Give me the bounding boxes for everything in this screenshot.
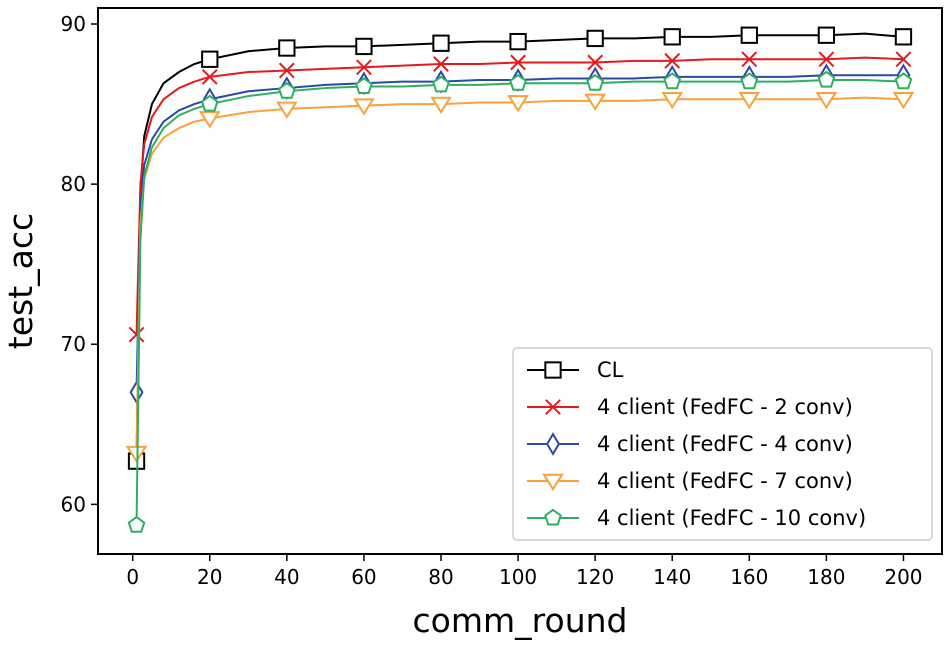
data-point-marker: [509, 73, 527, 91]
data-point-marker: [815, 91, 838, 110]
data-point-marker: [355, 77, 373, 95]
data-point-marker: [817, 26, 836, 44]
data-point-marker: [353, 98, 375, 116]
data-point-marker: [663, 72, 682, 90]
series-line: [135, 56, 904, 335]
y-tick-label: 70: [61, 332, 86, 356]
legend-label: 4 client (FedFC - 10 conv): [597, 506, 866, 530]
y-tick-label: 90: [61, 12, 86, 36]
y-tick-label: 80: [61, 172, 86, 196]
legend-item: 4 client (FedFC - 7 conv): [527, 469, 853, 493]
legend-item: 4 client (FedFC - 2 conv): [527, 395, 853, 419]
data-point-marker: [278, 39, 296, 57]
data-point-marker: [356, 59, 372, 76]
series-layer: [125, 26, 915, 533]
data-point-marker: [741, 51, 758, 68]
series-2: [128, 51, 912, 343]
data-point-marker: [201, 50, 219, 68]
data-point-marker: [128, 326, 145, 343]
data-point-marker: [201, 68, 218, 85]
legend-box: [512, 347, 933, 541]
axes-frame: [97, 7, 943, 555]
x-tick-label: 40: [274, 565, 299, 589]
legend-label: 4 client (FedFC - 2 conv): [597, 395, 853, 419]
data-point-marker: [740, 72, 759, 90]
data-point-marker: [894, 28, 913, 46]
x-tick-label: 80: [428, 565, 453, 589]
data-point-marker: [661, 91, 684, 110]
data-point-marker: [892, 91, 915, 110]
x-tick-label: 200: [884, 565, 922, 589]
data-point-marker: [894, 72, 913, 90]
data-point-marker: [818, 51, 835, 68]
series-4: [125, 91, 915, 464]
legend-label: 4 client (FedFC - 7 conv): [597, 469, 853, 493]
data-point-marker: [277, 81, 296, 99]
x-tick-label: 100: [499, 565, 537, 589]
x-tick-label: 120: [576, 565, 614, 589]
data-point-marker: [507, 95, 529, 113]
data-point-marker: [433, 56, 449, 72]
data-point-marker: [430, 96, 452, 115]
data-point-marker: [544, 361, 562, 379]
x-tick-label: 20: [197, 565, 222, 589]
x-tick-label: 60: [351, 565, 376, 589]
data-point-marker: [542, 473, 564, 491]
data-point-marker: [509, 32, 527, 51]
x-tick-label: 0: [126, 565, 139, 589]
ticks-layer: 0 20 40 60 80 100 120 140 160 180 200 60 70 80 90: [61, 12, 923, 589]
data-point-marker: [740, 26, 758, 44]
legend-label: CL: [597, 358, 624, 382]
data-point-marker: [817, 70, 836, 88]
data-point-marker: [432, 75, 450, 93]
x-axis-label: comm_round: [413, 601, 628, 640]
y-tick-label: 60: [61, 492, 86, 516]
legend-label: 4 client (FedFC - 4 conv): [597, 432, 853, 456]
data-point-marker: [127, 515, 146, 533]
data-point-marker: [586, 73, 605, 91]
data-point-marker: [198, 111, 221, 129]
data-point-marker: [544, 508, 562, 526]
y-axis-label: test_acc: [1, 213, 40, 349]
x-tick-label: 180: [807, 565, 845, 589]
data-point-marker: [664, 52, 681, 69]
data-point-marker: [278, 62, 295, 79]
data-point-marker: [663, 28, 681, 46]
data-point-marker: [587, 54, 604, 71]
data-point-marker: [276, 101, 298, 119]
series-1: [127, 26, 913, 470]
series-line: [135, 96, 904, 454]
data-point-marker: [586, 29, 604, 48]
legend-item: 4 client (FedFC - 10 conv): [527, 506, 866, 530]
series-line: [135, 74, 904, 393]
data-point-marker: [510, 54, 526, 71]
data-point-marker: [738, 91, 761, 110]
data-point-marker: [432, 34, 450, 52]
legend-item: CL: [527, 358, 624, 382]
legend-item: 4 client (FedFC - 4 conv): [527, 432, 853, 456]
data-point-marker: [584, 93, 606, 111]
data-point-marker: [895, 51, 912, 68]
data-point-marker: [545, 432, 561, 456]
data-point-marker: [200, 94, 219, 112]
x-tick-label: 140: [653, 565, 691, 589]
data-point-marker: [355, 37, 373, 56]
data-point-marker: [545, 399, 561, 415]
series-5: [127, 70, 913, 533]
x-tick-label: 160: [730, 565, 768, 589]
legend: CL 4 client (FedFC - 2 conv) 4 client (Fed…: [512, 347, 933, 541]
